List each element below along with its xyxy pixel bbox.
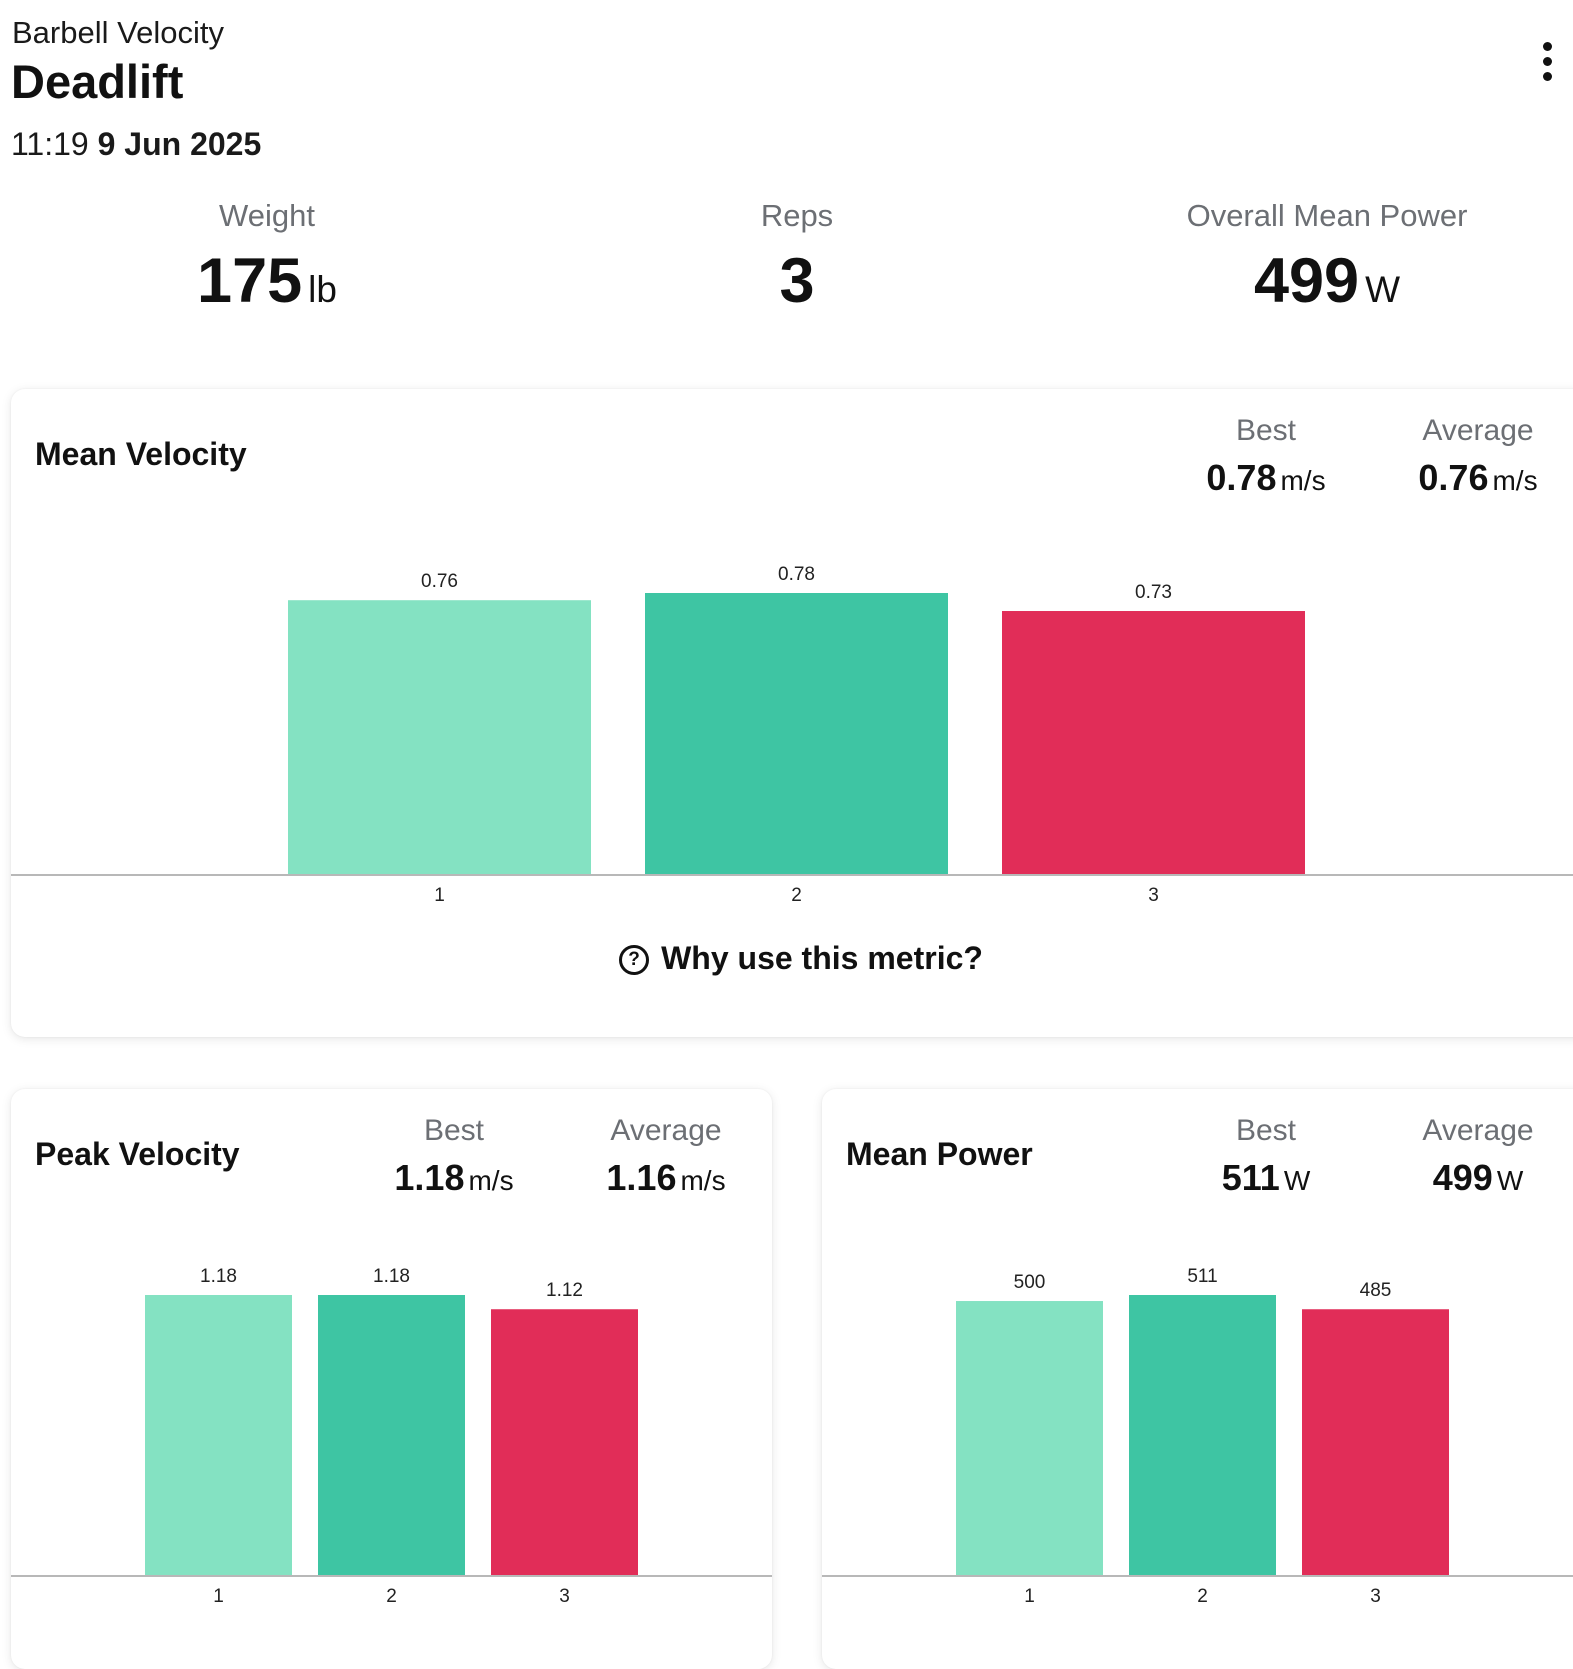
- metric-average-value: 499: [1432, 1157, 1493, 1198]
- x-tick-label: 3: [559, 1586, 570, 1607]
- stat-power-value: 499: [1253, 246, 1360, 316]
- metric-average-value: 0.76: [1418, 457, 1489, 498]
- metric-best-label: Best: [1235, 1114, 1297, 1147]
- metric-average: Average 0.76 m/s: [1378, 412, 1573, 508]
- metric-average-unit: W: [1496, 1165, 1524, 1196]
- bar-value-label: 1.12: [546, 1280, 583, 1301]
- bar-rep-3: [1302, 1309, 1449, 1575]
- stat-reps-value: 3: [779, 246, 815, 316]
- metric-best-value: 511: [1221, 1157, 1280, 1198]
- metric-best-label: Best: [423, 1114, 485, 1147]
- stat-weight-value: 175: [197, 246, 303, 316]
- metric-average-label: Average: [1422, 414, 1534, 447]
- stat-weight-label: Weight: [219, 198, 315, 233]
- metric-best-label: Best: [1235, 414, 1297, 447]
- bar-rep-1: [956, 1301, 1103, 1575]
- metric-best-unit: m/s: [1280, 465, 1326, 496]
- bar-value-label: 0.73: [1135, 582, 1172, 603]
- x-tick-label: 2: [1197, 1586, 1208, 1607]
- bar-value-label: 0.78: [778, 564, 815, 585]
- metric-average-label: Average: [610, 1114, 722, 1147]
- stat-power-label: Overall Mean Power: [1186, 198, 1468, 233]
- metric-average-unit: m/s: [1492, 465, 1538, 496]
- card-title: Mean Velocity: [35, 436, 247, 472]
- exercise-title: Deadlift: [11, 55, 184, 108]
- bar-value-label: 1.18: [200, 1266, 237, 1287]
- x-tick-label: 3: [1370, 1586, 1381, 1607]
- mean-power-card: Mean Power Best 511 W Average 499 W 500 1 51…: [822, 1089, 1573, 1669]
- x-tick-label: 1: [434, 885, 445, 906]
- bar-rep-2: [1129, 1295, 1276, 1575]
- why-use-this-metric-link[interactable]: ? Why use this metric?: [11, 937, 1573, 979]
- session-time: 11:19: [11, 126, 89, 162]
- x-tick-label: 2: [791, 885, 802, 906]
- app-title: Barbell Velocity: [12, 15, 224, 50]
- bar-value-label: 1.18: [373, 1266, 410, 1287]
- bar-rep-1: [288, 600, 591, 874]
- x-tick-label: 1: [1024, 1586, 1035, 1607]
- metric-average: Average 1.16 m/s: [566, 1112, 766, 1208]
- stat-weight-unit: lb: [308, 269, 337, 310]
- session-date: 9 Jun 2025: [97, 126, 262, 162]
- metric-best: Best 511 W: [1166, 1112, 1366, 1208]
- stat-power-unit: W: [1365, 269, 1401, 310]
- bar-value-label: 0.76: [421, 571, 458, 592]
- session-datetime: 11:19 9 Jun 2025: [11, 124, 261, 164]
- bar-rep-2: [318, 1295, 465, 1575]
- metric-average-value: 1.16: [606, 1157, 677, 1198]
- metric-best: Best 0.78 m/s: [1166, 412, 1366, 508]
- more-vertical-icon[interactable]: [1533, 42, 1563, 86]
- card-title: Peak Velocity: [35, 1136, 240, 1172]
- metric-average-label: Average: [1422, 1114, 1534, 1147]
- bar-rep-3: [491, 1309, 638, 1575]
- card-title: Mean Power: [846, 1136, 1033, 1172]
- bar-value-label: 511: [1187, 1266, 1217, 1287]
- help-circle-icon: ?: [619, 945, 650, 975]
- x-tick-label: 2: [386, 1586, 397, 1607]
- bar-rep-1: [145, 1295, 292, 1575]
- why-use-this-metric-label: Why use this metric?: [661, 940, 983, 976]
- metric-best: Best 1.18 m/s: [354, 1112, 554, 1208]
- metric-best-unit: W: [1283, 1165, 1311, 1196]
- stat-weight: Weight 175 lb: [0, 196, 547, 331]
- mean-power-chart: 500 1 511 2 485 3: [822, 1266, 1573, 1607]
- x-tick-label: 3: [1148, 885, 1159, 906]
- peak-velocity-chart: 1.18 1 1.18 2 1.12 3: [11, 1266, 772, 1607]
- bar-rep-3: [1002, 611, 1305, 874]
- mean-velocity-card: Mean Velocity Best 0.78 m/s Average 0.76 m…: [11, 389, 1573, 1037]
- bar-value-label: 500: [1014, 1272, 1046, 1293]
- bar-value-label: 485: [1360, 1280, 1392, 1301]
- metric-best-value: 0.78: [1206, 457, 1277, 498]
- metric-best-value: 1.18: [394, 1157, 465, 1198]
- stat-reps-label: Reps: [760, 198, 834, 233]
- peak-velocity-card: Peak Velocity Best 1.18 m/s Average 1.16 m…: [11, 1089, 772, 1669]
- metric-best-unit: m/s: [468, 1165, 514, 1196]
- bar-rep-2: [645, 593, 948, 874]
- stat-overall-mean-power: Overall Mean Power 499 W: [1047, 196, 1573, 331]
- metric-average: Average 499 W: [1378, 1112, 1573, 1208]
- x-tick-label: 1: [213, 1586, 224, 1607]
- mean-velocity-chart: 0.76 1 0.78 2 0.73 3: [11, 564, 1573, 906]
- stat-reps: Reps 3: [517, 196, 1077, 331]
- metric-average-unit: m/s: [680, 1165, 726, 1196]
